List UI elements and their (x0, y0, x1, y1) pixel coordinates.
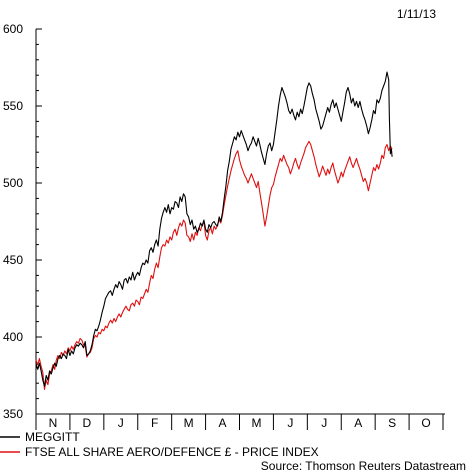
series-line-ftse-aero-defence (35, 140, 393, 390)
y-tick-label: 450 (3, 253, 23, 267)
x-tick-label: M (184, 416, 194, 430)
y-tick-label: 500 (3, 176, 23, 190)
axes: 350 400 450 500 550 600 N D J F M A M J J A S O (3, 22, 445, 430)
y-tick-label: 350 (3, 407, 23, 421)
source-label: Source: Thomson Reuters Datastream (261, 459, 466, 473)
series-line-meggitt (35, 71, 393, 387)
series-layer (35, 71, 393, 390)
x-tick-label: D (83, 416, 92, 430)
x-tick-label: O (421, 416, 430, 430)
x-tick-label: A (219, 416, 227, 430)
x-tick-label: S (388, 416, 396, 430)
legend-label: FTSE ALL SHARE AERO/DEFENCE £ - PRICE IN… (25, 445, 319, 459)
x-tick-label: J (287, 416, 293, 430)
x-tick-label: F (151, 416, 158, 430)
chart-date-label: 1/11/13 (397, 7, 436, 21)
y-tick-label: 600 (3, 22, 23, 36)
x-tick-label: J (118, 416, 124, 430)
y-tick-label: 550 (3, 99, 23, 113)
x-tick-label: M (251, 416, 261, 430)
x-tick-label: J (321, 416, 327, 430)
x-tick-label: A (354, 416, 362, 430)
x-tick-label: N (49, 416, 58, 430)
y-tick-label: 400 (3, 330, 23, 344)
legend-label: MEGGITT (25, 430, 80, 444)
